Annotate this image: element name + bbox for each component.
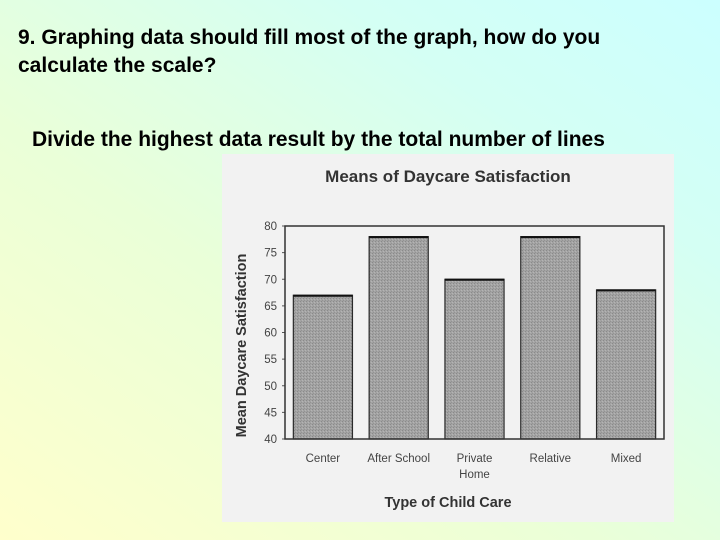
x-tick-label: After School <box>367 453 430 465</box>
y-tick-label: 50 <box>264 381 277 393</box>
y-tick-label: 65 <box>264 301 277 313</box>
x-tick-label: Home <box>459 469 490 481</box>
y-tick-label: 40 <box>264 434 277 446</box>
y-tick-label: 70 <box>264 274 277 286</box>
x-tick-label: Center <box>306 453 341 465</box>
x-tick-label: Relative <box>530 453 572 465</box>
chart-title: Means of Daycare Satisfaction <box>325 167 571 186</box>
bar-chart-panel: Means of Daycare Satisfaction Mean Dayca… <box>222 154 674 522</box>
bar <box>444 278 505 440</box>
answer-text: Divide the highest data result by the to… <box>32 128 605 151</box>
bar <box>292 294 354 440</box>
bar <box>368 236 429 440</box>
y-tick-label: 75 <box>264 248 277 260</box>
question-text: 9. Graphing data should fill most of the… <box>18 26 601 77</box>
y-tick-label: 55 <box>264 354 277 366</box>
y-tick-label: 45 <box>264 407 277 419</box>
y-tick-label: 60 <box>264 328 277 340</box>
plot-frame <box>284 225 665 440</box>
y-axis-label: Mean Daycare Satisfaction <box>234 254 250 438</box>
x-tick-label: Mixed <box>611 453 642 465</box>
x-tick-label: Private <box>457 453 493 465</box>
y-tick-label: 80 <box>264 221 277 233</box>
bar-chart: Means of Daycare Satisfaction Mean Dayca… <box>234 167 665 511</box>
bar <box>520 236 581 440</box>
x-axis-label: Type of Child Care <box>384 495 511 511</box>
bar <box>595 289 657 440</box>
